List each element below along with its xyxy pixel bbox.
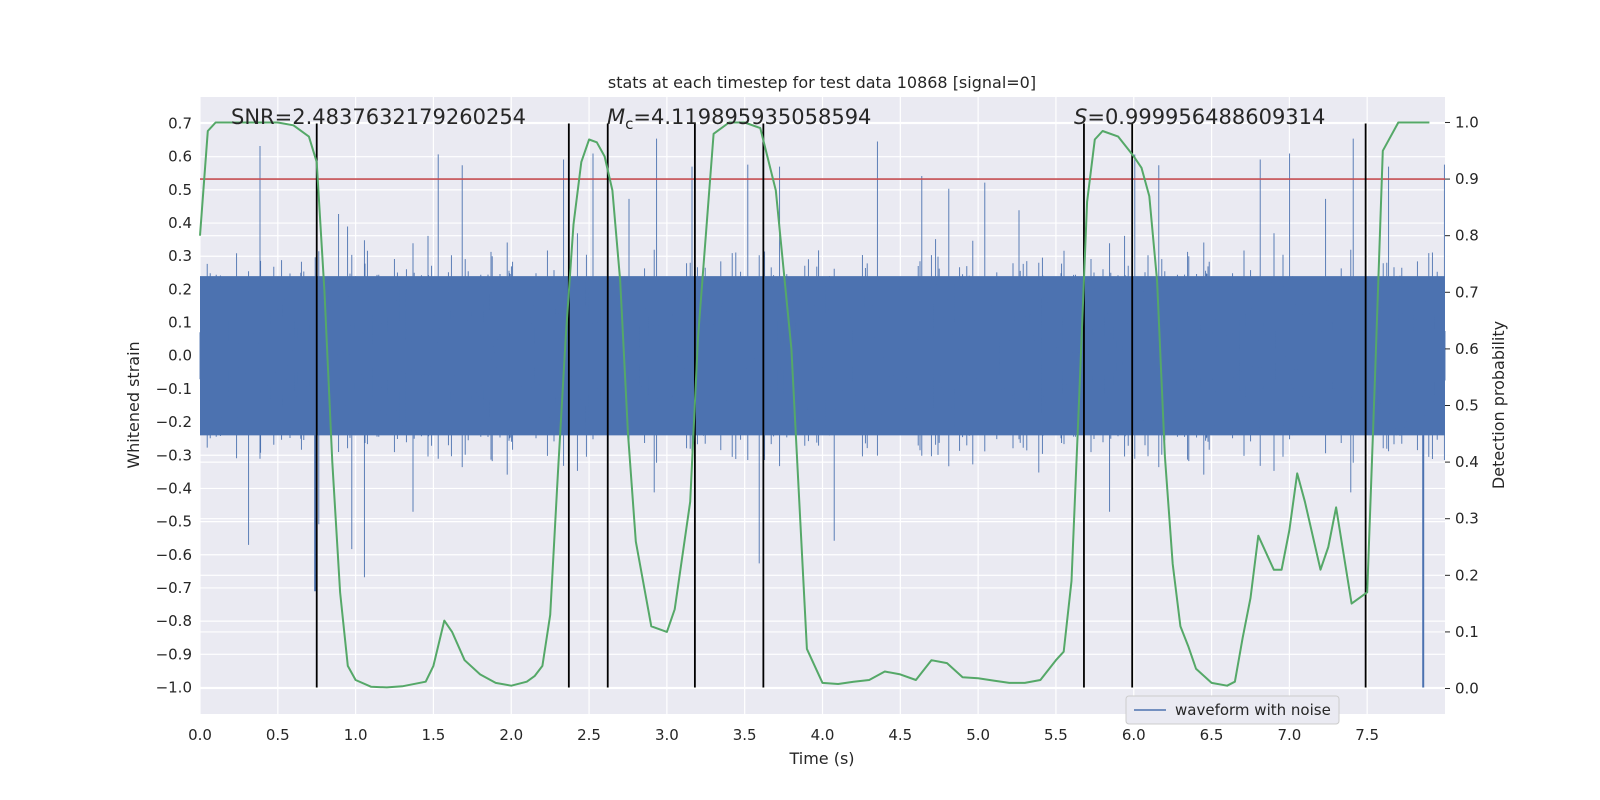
y-tick-label: 0.5 bbox=[168, 181, 192, 199]
y-tick-label: 0.4 bbox=[168, 214, 192, 232]
y-tick-label: −0.2 bbox=[156, 413, 192, 431]
y-ticks: 0.7 0.6 0.5 0.4 0.3 0.2 0.1 0.0 −0.1 −0.2 −0.3 −0.4… bbox=[156, 115, 192, 697]
chart-title: stats at each timestep for test data 108… bbox=[608, 73, 1036, 92]
y-tick-label: −0.8 bbox=[156, 612, 192, 630]
x-tick-label: 7.0 bbox=[1277, 726, 1301, 744]
y2-tick-label: 0.0 bbox=[1455, 680, 1479, 698]
y2-tick-label: 0.4 bbox=[1455, 453, 1479, 471]
chirp-mass-symbol: M bbox=[607, 105, 625, 129]
y-tick-label: −0.7 bbox=[156, 579, 192, 597]
y-tick-label: 0.6 bbox=[168, 148, 192, 166]
y-tick-label: 0.2 bbox=[168, 280, 192, 298]
x-tick-label: 3.0 bbox=[655, 726, 679, 744]
y2-tick-label: 0.6 bbox=[1455, 340, 1479, 358]
probability-series bbox=[199, 121, 1430, 689]
y-tick-label: −0.1 bbox=[156, 380, 192, 398]
waveform-series bbox=[199, 138, 1446, 688]
y2-tick-label: 0.5 bbox=[1455, 397, 1479, 415]
y2-tick-label: 0.1 bbox=[1455, 623, 1479, 641]
x-tick-label: 4.5 bbox=[888, 726, 912, 744]
s-value: =0.999956488609314 bbox=[1087, 105, 1325, 129]
y-tick-label: −0.3 bbox=[156, 446, 192, 464]
x-tick-label: 2.5 bbox=[577, 726, 601, 744]
s-annotation: S=0.999956488609314 bbox=[1074, 105, 1325, 129]
waveform-line bbox=[199, 138, 1446, 578]
y2-tick-label: 0.2 bbox=[1455, 566, 1479, 584]
x-tick-label: 5.0 bbox=[966, 726, 990, 744]
y-tick-label: 0.1 bbox=[168, 314, 192, 332]
x-tick-label: 5.5 bbox=[1044, 726, 1068, 744]
legend-box bbox=[1125, 695, 1340, 725]
x-tick-label: 0.0 bbox=[188, 726, 212, 744]
y2-ticks: 1.0 0.9 0.8 0.7 0.6 0.5 0.4 0.3 0.2 0.1 0.0 bbox=[1445, 113, 1479, 698]
x-tick-label: 6.5 bbox=[1200, 726, 1224, 744]
legend: waveform with noise bbox=[1125, 695, 1340, 725]
y2-tick-label: 0.8 bbox=[1455, 227, 1479, 245]
x-tick-label: 6.0 bbox=[1122, 726, 1146, 744]
y2-tick-label: 0.9 bbox=[1455, 170, 1479, 188]
y-tick-label: 0.3 bbox=[168, 247, 192, 265]
y-axis-label: Whitened strain bbox=[124, 341, 143, 468]
y-tick-label: −0.6 bbox=[156, 546, 192, 564]
y-tick-label: −0.5 bbox=[156, 513, 192, 531]
legend-label-waveform: waveform with noise bbox=[1175, 701, 1331, 719]
y-tick-label: −1.0 bbox=[156, 678, 192, 696]
x-axis-label: Time (s) bbox=[788, 749, 854, 768]
x-tick-label: 7.5 bbox=[1355, 726, 1379, 744]
y2-tick-label: 1.0 bbox=[1455, 113, 1479, 131]
y2-tick-label: 0.3 bbox=[1455, 510, 1479, 528]
x-ticks: 0.0 0.5 1.0 1.5 2.0 2.5 3.0 3.5 4.0 4.5 5.0 5.5 6.0 6… bbox=[188, 726, 1379, 744]
x-tick-label: 1.0 bbox=[344, 726, 368, 744]
s-symbol: S bbox=[1074, 105, 1087, 129]
y-tick-label: 0.7 bbox=[168, 115, 192, 133]
chirp-mass-subscript: c bbox=[625, 115, 633, 133]
y2-axis-label: Detection probability bbox=[1489, 321, 1508, 489]
x-tick-label: 1.5 bbox=[422, 726, 446, 744]
y-tick-label: −0.9 bbox=[156, 645, 192, 663]
y-tick-label: 0.0 bbox=[168, 347, 192, 365]
probability-line bbox=[199, 121, 1430, 689]
y-tick-label: −0.4 bbox=[156, 479, 192, 497]
x-tick-label: 3.5 bbox=[733, 726, 757, 744]
snr-annotation: SNR=2.4837632179260254 bbox=[231, 105, 526, 129]
x-tick-label: 4.0 bbox=[811, 726, 835, 744]
x-tick-label: 0.5 bbox=[266, 726, 290, 744]
chirp-mass-value: =4.119895935058594 bbox=[633, 105, 871, 129]
chirp-mass-annotation: Mc=4.119895935058594 bbox=[607, 105, 871, 133]
y2-tick-label: 0.7 bbox=[1455, 283, 1479, 301]
x-tick-label: 2.0 bbox=[499, 726, 523, 744]
